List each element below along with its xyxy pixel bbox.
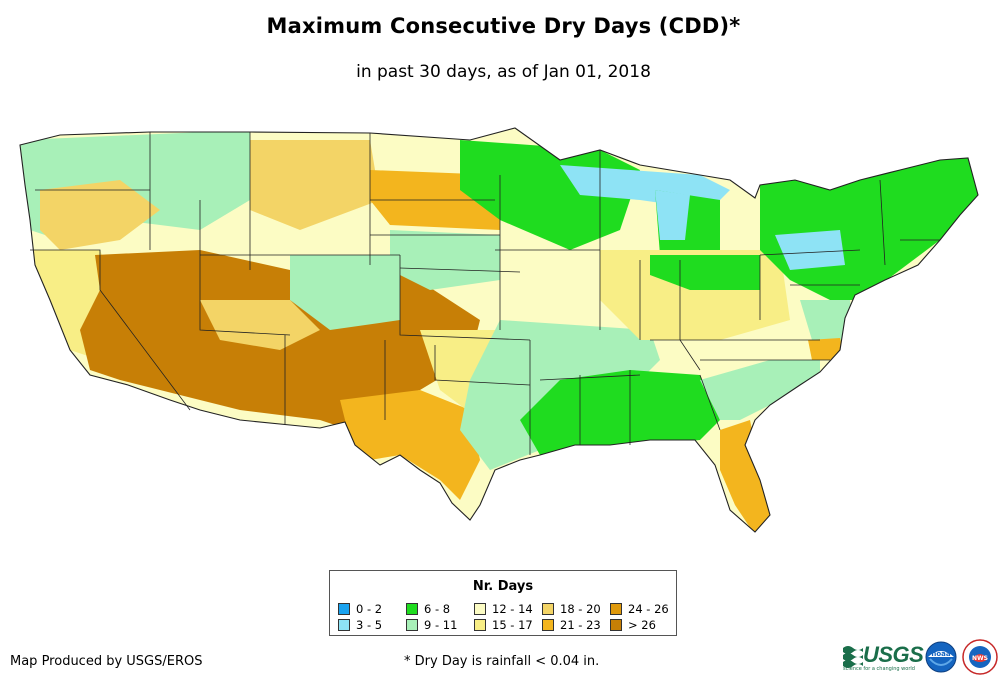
legend-swatch — [338, 603, 350, 615]
map-fill-regions — [20, 128, 978, 532]
legend-item: 9 - 11 — [406, 617, 474, 633]
legend-items: 0 - 2 3 - 5 6 - 8 9 - 11 12 - 14 15 - 17 18 - … — [338, 601, 673, 633]
region-montana-tan — [250, 140, 380, 230]
region-indiana-green — [650, 255, 760, 290]
region-florida-orange — [720, 420, 772, 532]
region-oregon-tan — [40, 180, 160, 250]
region-michigan-blue — [655, 190, 690, 240]
legend-item: 21 - 23 — [542, 617, 610, 633]
legend-swatch — [542, 619, 554, 631]
legend-label: > 26 — [628, 618, 656, 632]
usgs-logo-text: USGS — [863, 642, 924, 667]
legend-item: 24 - 26 — [610, 601, 673, 617]
legend-label: 15 - 17 — [492, 618, 533, 632]
legend-label: 0 - 2 — [356, 602, 383, 616]
legend-label: 24 - 26 — [628, 602, 669, 616]
legend-item: 12 - 14 — [474, 601, 542, 617]
region-pennsylvania-blue — [775, 230, 845, 270]
nws-logo-icon: NWS — [962, 639, 998, 675]
legend-swatch — [474, 603, 486, 615]
legend-swatch — [474, 619, 486, 631]
region-utah-tan — [200, 300, 320, 350]
legend: Nr. Days 0 - 2 3 - 5 6 - 8 9 - 11 12 - 14 15 … — [329, 570, 677, 636]
legend-swatch — [406, 619, 418, 631]
legend-item: 15 - 17 — [474, 617, 542, 633]
legend-item: 18 - 20 — [542, 601, 610, 617]
legend-swatch — [610, 619, 622, 631]
us-cdd-map — [19, 127, 979, 533]
usgs-logo: USGS science for a changing world — [843, 642, 924, 672]
region-northeast-green — [760, 155, 978, 300]
legend-swatch — [338, 619, 350, 631]
region-colorado-green — [290, 255, 400, 330]
legend-swatch — [610, 603, 622, 615]
legend-label: 12 - 14 — [492, 602, 533, 616]
legend-label: 3 - 5 — [356, 618, 383, 632]
usgs-wave-icon — [843, 646, 863, 668]
noaa-logo-text: noaa — [931, 650, 951, 658]
usgs-tagline: science for a changing world — [843, 666, 915, 672]
nws-logo-text: NWS — [972, 655, 988, 662]
map-subtitle: in past 30 days, as of Jan 01, 2018 — [356, 62, 651, 82]
region-texas-orange — [340, 390, 480, 500]
region-nebraska-green — [390, 230, 500, 290]
footnote-text: * Dry Day is rainfall < 0.04 in. — [404, 654, 600, 669]
legend-item: > 26 — [610, 617, 673, 633]
map-title: Maximum Consecutive Dry Days (CDD)* — [266, 14, 741, 38]
region-southeast-green — [520, 370, 720, 455]
legend-title: Nr. Days — [472, 579, 534, 594]
region-virginia-lightgreen — [800, 300, 855, 350]
noaa-logo-icon: noaa — [925, 641, 957, 673]
legend-item: 0 - 2 — [338, 601, 406, 617]
legend-item: 6 - 8 — [406, 601, 474, 617]
legend-item: 3 - 5 — [338, 617, 406, 633]
legend-swatch — [406, 603, 418, 615]
legend-label: 21 - 23 — [560, 618, 601, 632]
legend-label: 9 - 11 — [424, 618, 458, 632]
legend-label: 6 - 8 — [424, 602, 451, 616]
region-nc-coast-orange — [808, 338, 845, 360]
legend-swatch — [542, 603, 554, 615]
region-carolina-lightgreen — [700, 360, 820, 420]
credit-text: Map Produced by USGS/EROS — [10, 654, 203, 669]
state-borders — [19, 127, 979, 533]
legend-label: 18 - 20 — [560, 602, 601, 616]
